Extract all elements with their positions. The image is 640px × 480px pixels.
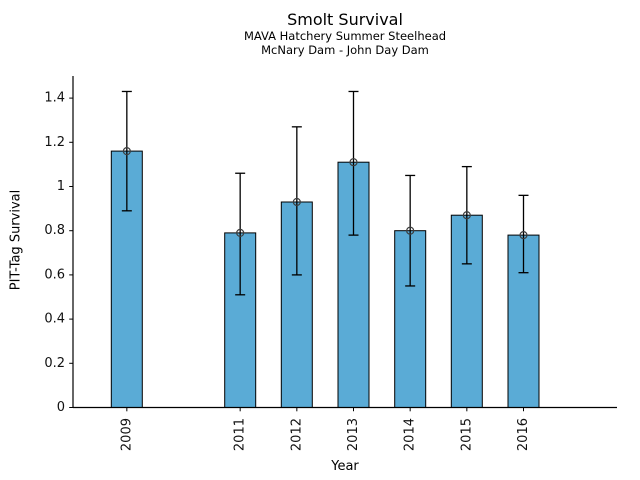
x-tick-label: 2009 (119, 418, 134, 451)
x-tick-label: 2013 (346, 418, 361, 451)
y-tick-label: 0 (57, 400, 65, 415)
x-tick-label: 2011 (233, 418, 248, 451)
y-tick-label: 0.8 (44, 223, 65, 238)
data-point-marker (519, 231, 528, 240)
chart-subtitle-line1: MAVA Hatchery Summer Steelhead (243, 29, 447, 43)
y-tick-label: 0.2 (44, 356, 65, 371)
data-point-marker (406, 226, 415, 235)
x-tick-label: 2014 (403, 418, 418, 451)
data-point-marker (349, 158, 358, 167)
x-tick-label: 2012 (289, 418, 304, 451)
chart-title: Smolt Survival (287, 10, 403, 29)
y-axis-label: PIT-Tag Survival (8, 189, 24, 291)
x-tick-label: 2016 (516, 418, 531, 451)
x-tick-label: 2015 (459, 418, 474, 451)
y-tick-label: 0.4 (44, 312, 65, 327)
y-tick-label: 1 (57, 179, 65, 194)
data-point-marker (236, 228, 245, 238)
y-tick-label: 1.4 (44, 91, 65, 106)
x-axis-label: Year (331, 459, 359, 474)
data-point-marker (462, 211, 471, 220)
chart-subtitle-line2: McNary Dam - John Day Dam (261, 43, 429, 57)
data-point-marker (122, 147, 131, 156)
data-point-marker (292, 197, 301, 207)
y-tick-label: 1.2 (44, 135, 65, 150)
y-tick-label: 0.6 (44, 267, 65, 282)
